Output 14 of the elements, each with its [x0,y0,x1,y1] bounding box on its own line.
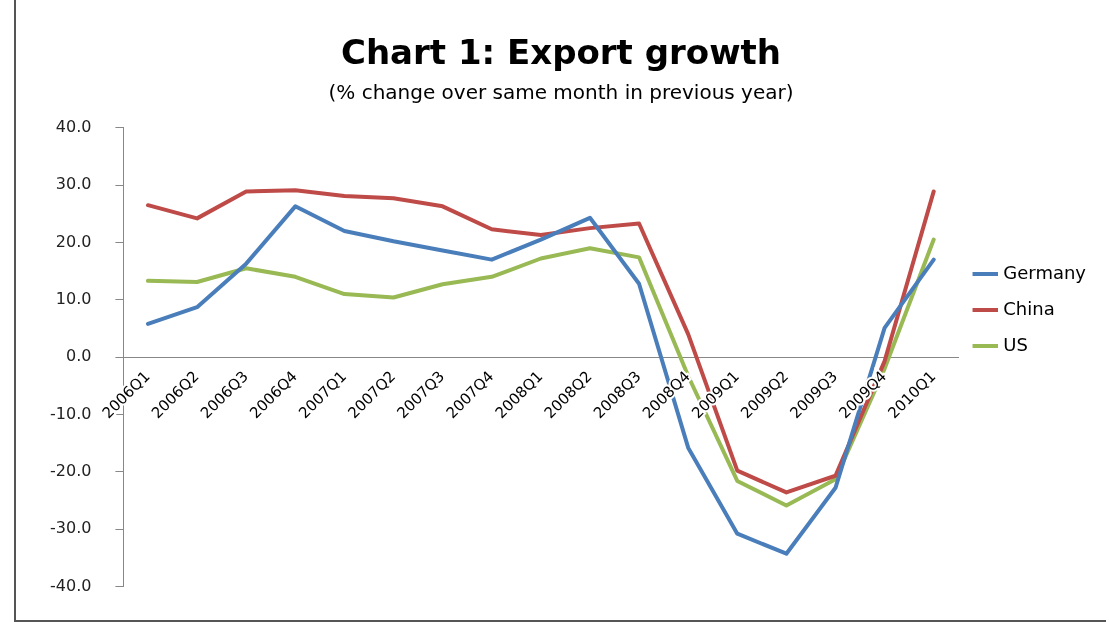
y-tick-label: 40.0 [55,116,92,136]
y-tick-label: -30.0 [49,518,92,538]
legend-label: China [1003,297,1055,319]
legend-label: Germany [1003,261,1087,283]
y-tick-label: 30.0 [55,174,92,194]
chart-title: Chart 1: Export growth [340,32,782,73]
legend-label: US [1003,333,1028,355]
y-tick-label: 20.0 [55,231,92,251]
y-tick-label: -40.0 [49,575,92,595]
chart-subtitle: (% change over same month in previous year) [328,80,794,104]
y-tick-label: 0.0 [65,346,92,366]
y-tick-label: -10.0 [49,403,92,423]
y-tick-label: 10.0 [55,288,92,308]
y-tick-label: -20.0 [49,460,92,480]
